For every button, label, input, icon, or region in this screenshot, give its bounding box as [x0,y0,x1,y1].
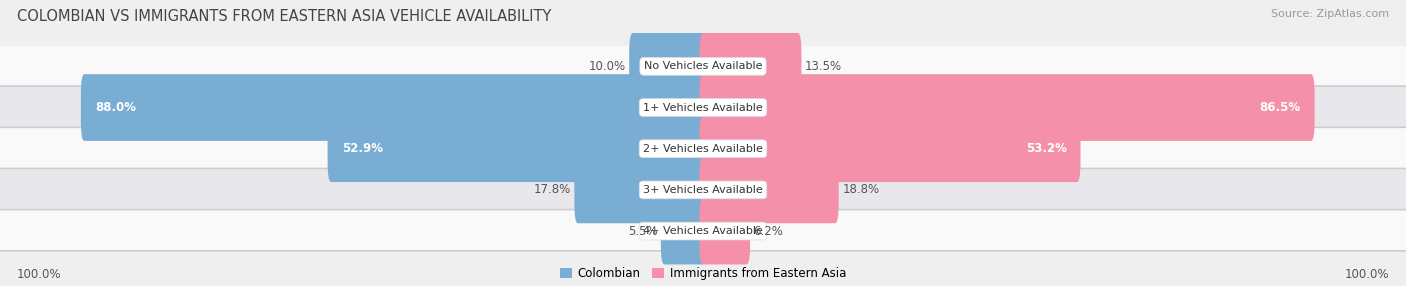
Text: 86.5%: 86.5% [1260,101,1301,114]
Text: 13.5%: 13.5% [804,60,842,73]
Text: 10.0%: 10.0% [589,60,626,73]
Text: 2+ Vehicles Available: 2+ Vehicles Available [643,144,763,154]
FancyBboxPatch shape [82,74,707,141]
FancyBboxPatch shape [700,74,1315,141]
FancyBboxPatch shape [0,87,1406,128]
FancyBboxPatch shape [328,115,707,182]
FancyBboxPatch shape [0,210,1406,250]
Text: 100.0%: 100.0% [1344,268,1389,281]
Text: 100.0%: 100.0% [17,268,62,281]
FancyBboxPatch shape [0,169,1406,210]
FancyBboxPatch shape [700,156,838,223]
FancyBboxPatch shape [575,156,707,223]
Text: 4+ Vehicles Available: 4+ Vehicles Available [643,226,763,236]
Text: 17.8%: 17.8% [534,183,571,196]
FancyBboxPatch shape [630,33,707,100]
Text: 88.0%: 88.0% [94,101,136,114]
FancyBboxPatch shape [0,87,1406,126]
Text: 53.2%: 53.2% [1025,142,1067,155]
Text: 52.9%: 52.9% [342,142,382,155]
Text: COLOMBIAN VS IMMIGRANTS FROM EASTERN ASIA VEHICLE AVAILABILITY: COLOMBIAN VS IMMIGRANTS FROM EASTERN ASI… [17,9,551,23]
FancyBboxPatch shape [0,128,1406,169]
Text: 5.5%: 5.5% [627,225,657,238]
Text: No Vehicles Available: No Vehicles Available [644,61,762,71]
FancyBboxPatch shape [0,46,1406,87]
Text: 1+ Vehicles Available: 1+ Vehicles Available [643,103,763,112]
FancyBboxPatch shape [0,128,1406,168]
FancyBboxPatch shape [0,46,1406,85]
Text: 18.8%: 18.8% [842,183,879,196]
Text: 6.2%: 6.2% [754,225,783,238]
Text: 3+ Vehicles Available: 3+ Vehicles Available [643,185,763,195]
FancyBboxPatch shape [700,198,751,265]
FancyBboxPatch shape [0,169,1406,209]
FancyBboxPatch shape [700,33,801,100]
FancyBboxPatch shape [661,198,707,265]
FancyBboxPatch shape [0,210,1406,252]
Legend: Colombian, Immigrants from Eastern Asia: Colombian, Immigrants from Eastern Asia [560,267,846,280]
FancyBboxPatch shape [700,115,1080,182]
Text: Source: ZipAtlas.com: Source: ZipAtlas.com [1271,9,1389,19]
